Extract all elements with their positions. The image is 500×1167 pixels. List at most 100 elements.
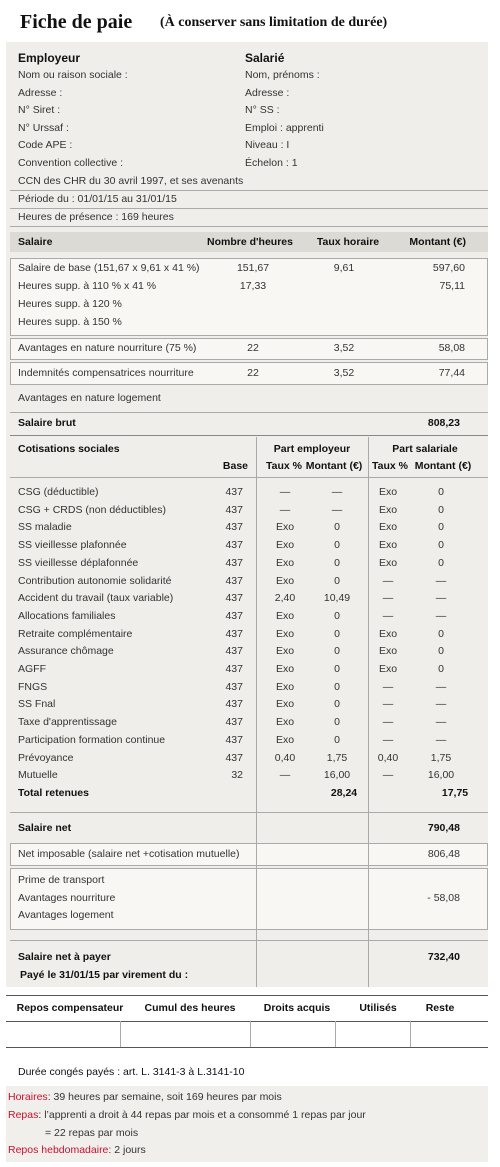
cell-value: Exo xyxy=(275,627,295,640)
cell-value: — xyxy=(382,680,394,693)
cell-value: 10,49 xyxy=(323,592,351,605)
column-header: Utilisés xyxy=(359,1002,397,1014)
cell-value: — xyxy=(382,609,394,622)
cell-value: 22 xyxy=(247,342,259,354)
cell-value: 437 xyxy=(225,680,243,693)
column-header: Montant (€) xyxy=(414,460,472,472)
cell-value: — xyxy=(435,680,447,693)
cell-value: 437 xyxy=(225,698,243,711)
subtitle: (À conserver sans limitation de durée) xyxy=(160,15,388,30)
cell-value: Exo xyxy=(378,521,398,534)
field: Niveau : I xyxy=(245,139,290,152)
cell-value: — xyxy=(331,503,343,516)
column-header: Droits acquis xyxy=(263,1002,331,1014)
cell-value: 806,48 xyxy=(427,848,460,860)
row-label: Salaire de base (151,67 x 9,61 x 41 %) xyxy=(18,262,200,274)
info: CCN des CHR du 30 avril 1997, et ses ave… xyxy=(18,175,244,187)
note: Durée congés payés : art. L. 3141-3 à L.… xyxy=(18,1066,245,1078)
cell-value: Exo xyxy=(275,574,295,587)
row-label: Retraite complémentaire xyxy=(18,627,133,640)
cell-value: — xyxy=(435,716,447,729)
cell-value: 437 xyxy=(225,539,243,552)
row-label: SS vieillesse plafonnée xyxy=(18,539,127,552)
row-label: Heures supp. à 150 % xyxy=(18,316,122,328)
rule xyxy=(10,477,488,478)
rule xyxy=(6,1021,488,1022)
cell-value: 3,52 xyxy=(333,367,355,379)
cell-value: Exo xyxy=(275,521,295,534)
row-label: Heures supp. à 120 % xyxy=(18,298,122,310)
payment: Payé le 31/01/15 par virement du : xyxy=(20,969,189,981)
cell-value: — xyxy=(382,716,394,729)
cell-value: 77,44 xyxy=(438,367,465,379)
notes-band xyxy=(6,1086,488,1162)
cell-value: 58,08 xyxy=(438,342,465,354)
cell-value: Exo xyxy=(378,663,398,675)
note-label: Repos hebdomadaire xyxy=(8,1144,109,1156)
row-label: SS Fnal xyxy=(18,698,56,711)
cell-value: 0 xyxy=(334,609,340,622)
note-text: = 22 repas par mois xyxy=(45,1127,139,1139)
cell-value: 437 xyxy=(225,733,243,746)
cell-value: Exo xyxy=(275,663,295,675)
row-label: SS maladie xyxy=(18,521,72,534)
row-label: Contribution autonomie solidarité xyxy=(18,574,172,587)
row-label: Allocations familiales xyxy=(18,609,116,622)
cell-value: 437 xyxy=(225,486,243,498)
title: Fiche de paie xyxy=(20,11,133,33)
cell-value: 437 xyxy=(225,627,243,640)
info: Heures de présence : 169 heures xyxy=(18,211,174,223)
cell-value: 0 xyxy=(334,680,340,693)
cell-value: 16,00 xyxy=(427,769,455,782)
cell-value: 0 xyxy=(334,521,340,534)
cell-value: Exo xyxy=(378,539,398,552)
field: Nom, prénoms : xyxy=(245,69,320,81)
field: N° Siret : xyxy=(18,104,61,117)
cell-value: — xyxy=(382,769,394,782)
column-header: Base xyxy=(222,460,248,472)
cell-value: Exo xyxy=(275,698,295,711)
cell-value: 9,61 xyxy=(333,262,355,274)
field: Échelon : 1 xyxy=(245,157,298,169)
cell-value: Exo xyxy=(275,556,295,569)
cell-value: 0 xyxy=(438,663,444,675)
rule xyxy=(10,940,488,941)
rule xyxy=(368,843,369,930)
total: 732,40 xyxy=(427,951,460,963)
cell-value: 437 xyxy=(225,663,243,675)
note-text: : 2 jours xyxy=(108,1144,146,1156)
row-label: Total retenues xyxy=(18,787,89,799)
rule xyxy=(10,190,488,191)
cell-value: 0 xyxy=(438,645,444,658)
cell-value: 32 xyxy=(231,769,243,782)
column-header: Taux horaire xyxy=(316,236,380,248)
cell-value: Exo xyxy=(378,556,398,569)
cell-value: Exo xyxy=(378,645,398,658)
column-header: Salaire xyxy=(18,236,53,248)
row-label: Avantages en nature nourriture (75 %) xyxy=(18,342,197,354)
cell-value: 75,11 xyxy=(439,280,466,292)
rule xyxy=(10,812,488,813)
cell-value: — xyxy=(279,486,291,498)
cell-value: 0 xyxy=(334,627,340,640)
field: Emploi : apprenti xyxy=(245,121,324,134)
column-header: Montant (€) xyxy=(305,460,363,472)
column-header: Taux % xyxy=(372,460,408,472)
rule xyxy=(10,208,488,209)
row-label: FNGS xyxy=(18,680,48,693)
cell-value: 0 xyxy=(334,574,340,587)
rule xyxy=(6,1047,488,1048)
note-text: : l’apprenti a droit à 44 repas par mois… xyxy=(38,1109,366,1121)
cell-value: 0 xyxy=(438,521,444,534)
total: 28,24 xyxy=(330,787,358,799)
note-label: Horaires xyxy=(8,1091,48,1103)
column-header: Part salariale xyxy=(392,443,458,455)
cell-value: — xyxy=(435,609,447,622)
total: 17,75 xyxy=(441,787,469,799)
cell-value: Exo xyxy=(275,680,295,693)
cell-value: — xyxy=(382,733,394,746)
field: Code APE : xyxy=(18,139,73,152)
cell-value: 0 xyxy=(438,503,444,516)
rule xyxy=(6,995,488,996)
column-header: Montant (€) xyxy=(409,236,466,248)
